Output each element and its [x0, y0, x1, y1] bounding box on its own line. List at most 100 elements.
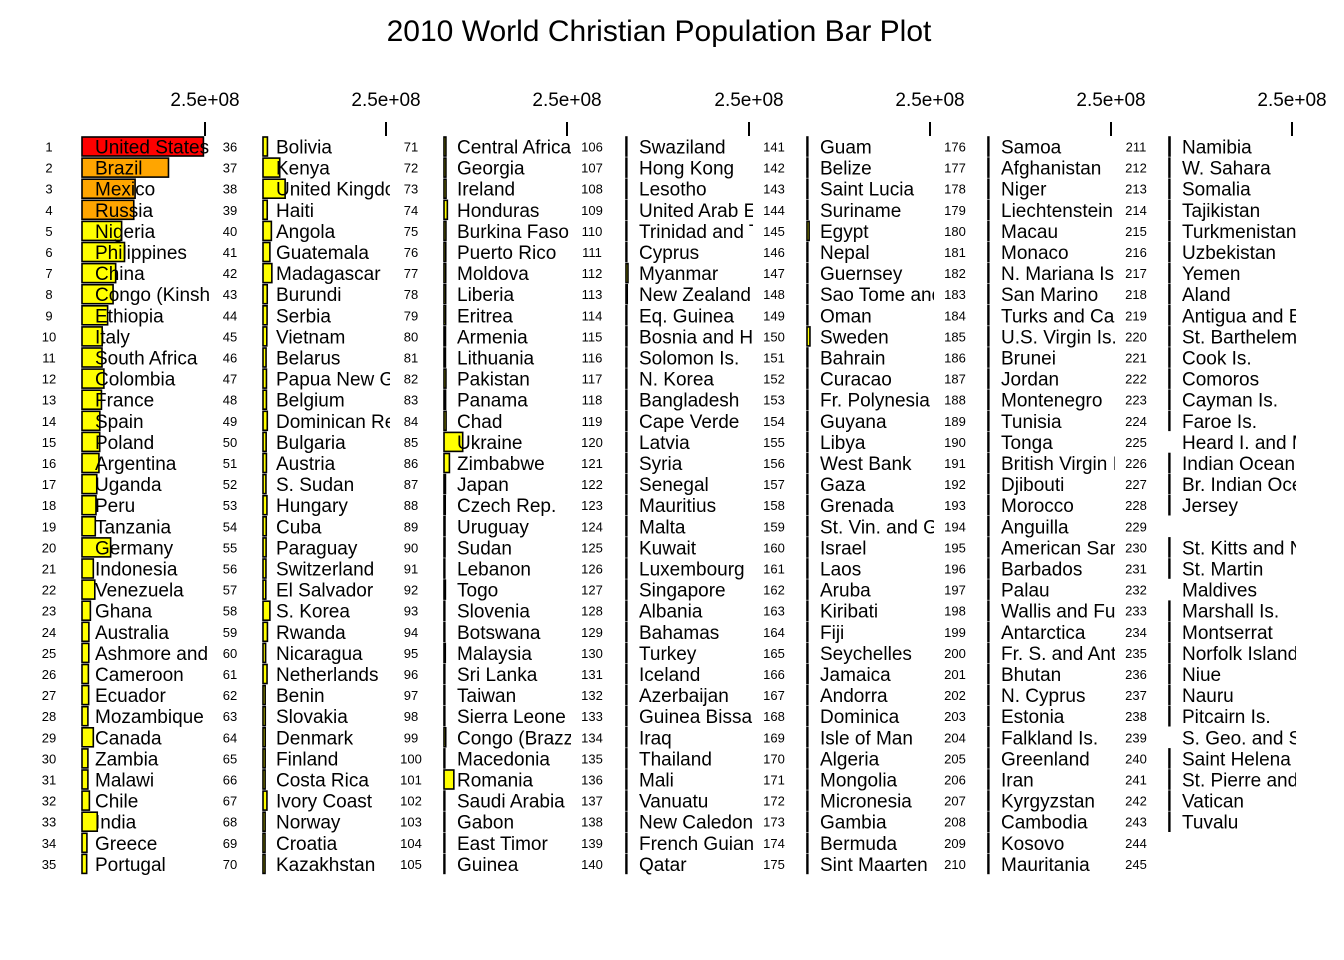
rank-label: 222	[1125, 372, 1147, 387]
rank-label: 86	[404, 456, 418, 471]
bar	[81, 431, 101, 453]
rank-label: 126	[581, 562, 603, 577]
rank-label: 37	[223, 161, 237, 176]
rank-label: 102	[400, 794, 422, 809]
country-label: Fr. Polynesia	[820, 391, 930, 412]
country-label: Isle of Man	[820, 728, 913, 749]
bar	[987, 494, 990, 516]
rank-label: 30	[42, 751, 56, 766]
bar	[987, 410, 990, 432]
rank-label: 59	[223, 625, 237, 640]
axis-tick-label: 2.5e+08	[895, 90, 964, 111]
country-label: Angola	[276, 222, 336, 243]
country-label: Bolivia	[276, 138, 332, 159]
rank-label: 99	[404, 730, 418, 745]
country-label: Laos	[820, 560, 861, 581]
rank-label: 204	[944, 730, 966, 745]
bar	[1168, 304, 1171, 326]
country-label: Lebanon	[457, 560, 531, 581]
bar	[443, 199, 449, 221]
rank-label: 98	[404, 709, 418, 724]
rank-label: 189	[944, 414, 966, 429]
bar	[625, 537, 628, 558]
country-label: Cayman Is.	[1182, 391, 1278, 412]
country-label: Aruba	[820, 581, 871, 602]
rank-label: 208	[944, 815, 966, 830]
country-label: Haiti	[276, 201, 314, 222]
country-label: Switzerland	[276, 560, 374, 581]
country-label: Netherlands	[276, 665, 378, 686]
country-label: Kuwait	[639, 538, 697, 559]
bar	[81, 241, 126, 263]
country-label: Fr. S. and Antarctic Lands	[1001, 644, 1219, 665]
rank-label: 53	[223, 498, 237, 513]
rank-label: 72	[404, 161, 418, 176]
bar	[625, 431, 628, 453]
bar	[81, 769, 89, 790]
rank-label: 129	[581, 625, 603, 640]
rank-label: 19	[42, 519, 56, 534]
country-label: Slovenia	[457, 602, 530, 623]
country-label: Malta	[639, 517, 686, 538]
bar	[806, 136, 809, 157]
rank-label: 209	[944, 836, 966, 851]
country-label: Bahrain	[820, 349, 886, 370]
rank-label: 82	[404, 372, 418, 387]
bar	[987, 558, 990, 579]
bar	[262, 726, 267, 748]
country-label: China	[95, 264, 145, 285]
bar	[81, 389, 103, 411]
country-label: Uzbekistan	[1182, 243, 1276, 264]
bar	[443, 157, 447, 178]
country-label: Nigeria	[95, 222, 156, 243]
bar	[806, 473, 809, 495]
country-label: Croatia	[276, 834, 338, 855]
bar	[987, 241, 990, 263]
bar	[443, 558, 446, 579]
country-label: Kiribati	[820, 602, 878, 623]
country-label: Bulgaria	[276, 433, 346, 454]
rank-label: 103	[400, 815, 422, 830]
bar	[625, 157, 628, 178]
axis-tick-label: 2.5e+08	[1257, 90, 1326, 111]
country-label: Dominican Republic	[276, 412, 445, 433]
country-label: French Guiana	[639, 834, 765, 855]
country-label: St. Barthelemy	[1182, 327, 1307, 348]
bar	[806, 726, 809, 748]
country-label: Pitcairn Is.	[1182, 707, 1271, 728]
country-label: Kyrgyzstan	[1001, 792, 1095, 813]
country-label: Nauru	[1182, 686, 1234, 707]
country-label: Uganda	[95, 475, 162, 496]
rank-label: 231	[1125, 562, 1147, 577]
country-label: U.S. Virgin Is.	[1001, 327, 1117, 348]
country-label: Brazil	[95, 159, 143, 180]
rank-label: 65	[223, 751, 237, 766]
bar	[443, 326, 447, 347]
rank-label: 134	[581, 730, 603, 745]
rank-label: 152	[763, 372, 785, 387]
rank-label: 96	[404, 667, 418, 682]
rank-label: 69	[223, 836, 237, 851]
rank-label: 194	[944, 519, 966, 534]
country-label: New Caledonia	[639, 813, 768, 834]
rank-label: 199	[944, 625, 966, 640]
bar	[1168, 157, 1171, 178]
country-label: Swaziland	[639, 138, 726, 159]
bar	[443, 515, 446, 537]
bar	[262, 431, 267, 453]
bar	[1168, 473, 1171, 495]
bar	[1168, 790, 1171, 811]
rank-label: 29	[42, 730, 56, 745]
country-label: Indonesia	[95, 560, 178, 581]
bar	[262, 748, 266, 769]
rank-label: 174	[763, 836, 785, 851]
bar	[806, 326, 811, 347]
rank-label: 95	[404, 646, 418, 661]
bar	[443, 790, 446, 811]
rank-label: 31	[42, 773, 56, 788]
bar	[806, 283, 809, 305]
rank-label: 78	[404, 287, 418, 302]
country-label: Honduras	[457, 201, 539, 222]
country-label: Denmark	[276, 728, 354, 749]
rank-label: 57	[223, 583, 237, 598]
